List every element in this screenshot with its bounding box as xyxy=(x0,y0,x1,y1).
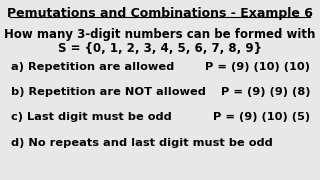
Text: a) Repetition are allowed: a) Repetition are allowed xyxy=(11,62,174,72)
Text: b) Repetition are NOT allowed: b) Repetition are NOT allowed xyxy=(11,87,206,97)
Text: S = {0, 1, 2, 3, 4, 5, 6, 7, 8, 9}: S = {0, 1, 2, 3, 4, 5, 6, 7, 8, 9} xyxy=(58,42,262,55)
Text: P = (9) (9) (8): P = (9) (9) (8) xyxy=(221,87,310,97)
Text: P = (9) (10) (10): P = (9) (10) (10) xyxy=(205,62,310,72)
Text: P = (9) (10) (5): P = (9) (10) (5) xyxy=(213,112,310,123)
Text: How many 3-digit numbers can be formed with: How many 3-digit numbers can be formed w… xyxy=(4,28,316,41)
Text: d) No repeats and last digit must be odd: d) No repeats and last digit must be odd xyxy=(11,138,273,148)
Text: Pemutations and Combinations - Example 6: Pemutations and Combinations - Example 6 xyxy=(7,7,313,20)
Text: c) Last digit must be odd: c) Last digit must be odd xyxy=(11,112,172,123)
